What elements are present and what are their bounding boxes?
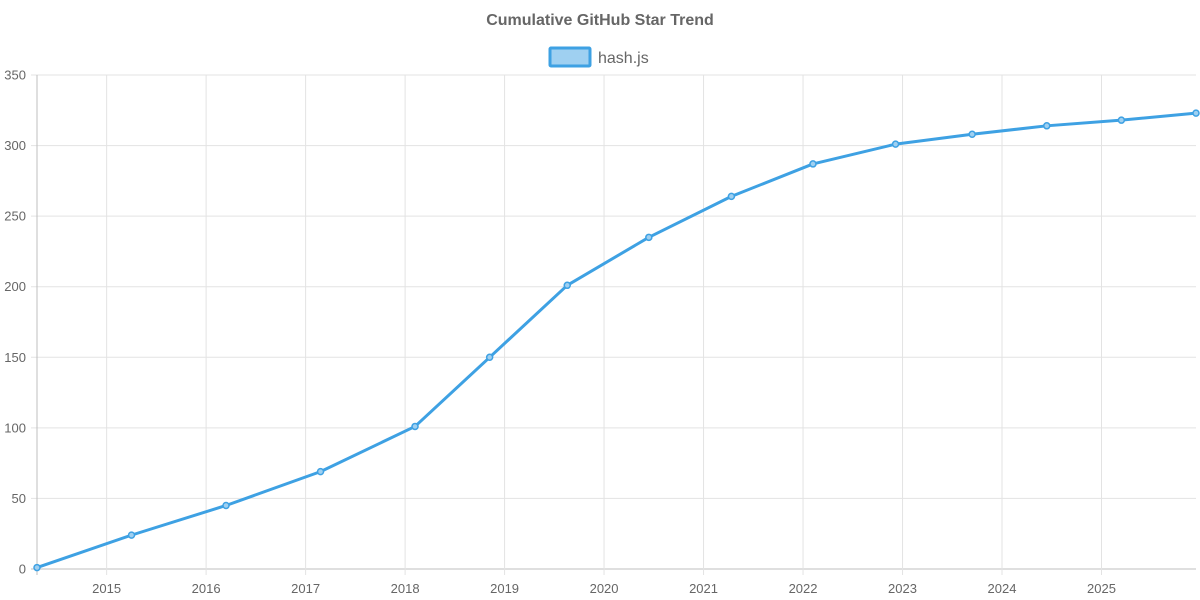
data-point-10[interactable] bbox=[891, 140, 900, 148]
data-point-3[interactable] bbox=[316, 467, 325, 476]
y-tick-label-250: 250 bbox=[4, 209, 26, 224]
data-point-1[interactable] bbox=[127, 531, 136, 539]
data-point-9[interactable] bbox=[809, 160, 817, 168]
x-tick-label-2019: 2019 bbox=[490, 581, 519, 596]
y-tick-label-0: 0 bbox=[19, 562, 26, 577]
data-point-11[interactable] bbox=[968, 130, 976, 139]
x-tick-label-2017: 2017 bbox=[291, 581, 320, 596]
data-point-7[interactable] bbox=[645, 233, 653, 242]
y-tick-label-350: 350 bbox=[4, 68, 26, 83]
y-tick-label-200: 200 bbox=[4, 279, 26, 294]
data-point-0[interactable] bbox=[33, 563, 41, 572]
y-tick-label-50: 50 bbox=[12, 491, 26, 506]
y-tick-label-300: 300 bbox=[4, 138, 26, 153]
legend-swatch-hash-js[interactable] bbox=[548, 46, 592, 68]
x-tick-label-2021: 2021 bbox=[689, 581, 718, 596]
grid-layer bbox=[31, 74, 1196, 575]
y-tick-label-150: 150 bbox=[4, 350, 26, 365]
legend[interactable]: hash.js bbox=[548, 46, 649, 68]
legend-label-hash-js[interactable]: hash.js bbox=[598, 50, 649, 67]
data-point-5[interactable] bbox=[485, 353, 494, 362]
x-tick-label-2024: 2024 bbox=[988, 581, 1017, 596]
x-tick-label-2023: 2023 bbox=[888, 581, 917, 596]
y-tick-label-100: 100 bbox=[4, 420, 26, 435]
data-point-4[interactable] bbox=[411, 422, 419, 431]
data-point-8[interactable] bbox=[727, 192, 736, 201]
x-tick-label-2016: 2016 bbox=[192, 581, 221, 596]
x-tick-label-2018: 2018 bbox=[391, 581, 420, 596]
series-layer bbox=[33, 109, 1200, 572]
data-point-13[interactable] bbox=[1117, 116, 1126, 124]
axis-layer: 0 50 100 150 200 250 300 350 2015 2016 2017 2018 201… bbox=[4, 68, 1116, 597]
x-tick-label-2020: 2020 bbox=[590, 581, 619, 596]
series-line-hash-js bbox=[35, 111, 1198, 570]
data-point-12[interactable] bbox=[1043, 122, 1051, 130]
x-tick-label-2022: 2022 bbox=[789, 581, 818, 596]
data-point-2[interactable] bbox=[222, 501, 230, 510]
data-point-6[interactable] bbox=[563, 281, 572, 290]
data-point-14[interactable] bbox=[1192, 109, 1200, 117]
chart-title: Cumulative GitHub Star Trend bbox=[486, 12, 714, 29]
x-tick-label-2025: 2025 bbox=[1087, 581, 1116, 596]
x-tick-label-2015: 2015 bbox=[92, 581, 121, 596]
